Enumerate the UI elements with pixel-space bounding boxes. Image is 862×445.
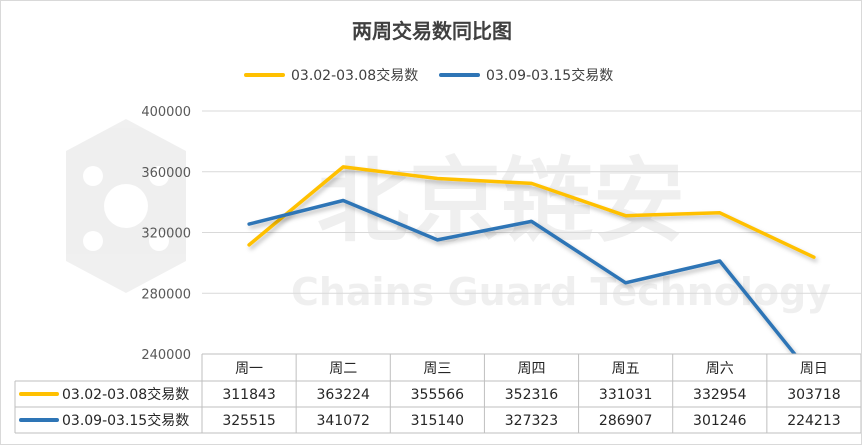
legend-label-series-1: 03.02-03.08交易数 <box>291 67 418 84</box>
category-label: 周六 <box>706 361 734 377</box>
legend: 03.02-03.08交易数 03.09-03.15交易数 <box>244 67 613 84</box>
table-cell-value: 301246 <box>693 413 747 429</box>
table-series-name-1: 03.02-03.08交易数 <box>62 386 189 403</box>
y-tick-label: 320000 <box>141 227 191 242</box>
table-series-name-2: 03.09-03.15交易数 <box>62 412 189 429</box>
y-tick-label: 400000 <box>141 105 191 120</box>
series-line-2 <box>247 198 797 354</box>
category-label: 周日 <box>800 361 828 377</box>
watermark-logo: 北京链安 Chains Guard Technology <box>66 119 831 314</box>
table-cell-value: 352316 <box>505 387 559 403</box>
series-line-1 <box>247 165 816 259</box>
category-label: 周四 <box>518 361 546 377</box>
category-label: 周五 <box>612 361 640 377</box>
watermark-subtext: Chains Guard Technology <box>291 270 831 314</box>
y-tick-label: 240000 <box>141 348 191 363</box>
legend-label-series-2: 03.09-03.15交易数 <box>486 67 613 84</box>
chart-title: 两周交易数同比图 <box>352 19 512 43</box>
table-cell-value: 311843 <box>222 387 275 403</box>
table-cell-value: 363224 <box>316 387 370 403</box>
gridlines <box>202 110 861 294</box>
category-label: 周二 <box>329 361 357 377</box>
y-axis-ticks: 400000 360000 320000 280000 240000 <box>141 105 191 363</box>
table-cell-value: 341072 <box>316 413 369 429</box>
category-label: 周一 <box>235 361 263 377</box>
y-tick-label: 360000 <box>141 166 191 181</box>
category-label: 周三 <box>423 361 451 377</box>
data-table: 周一 周二 周三 周四 周五 周六 周日 03.02-03.08交易数 311843 363224… <box>14 353 861 434</box>
y-tick-label: 280000 <box>141 287 191 302</box>
watermark-text: 北京链安 <box>317 148 685 255</box>
table-cell-value: 315140 <box>411 413 464 429</box>
table-cell-value: 327323 <box>505 413 558 429</box>
series-lines <box>247 165 816 354</box>
table-cell-value: 224213 <box>787 413 840 429</box>
table-cell-value: 331031 <box>599 387 652 403</box>
table-cell-value: 355566 <box>411 387 465 403</box>
table-cell-value: 303718 <box>787 387 840 403</box>
table-cell-value: 325515 <box>222 413 275 429</box>
table-cell-value: 332954 <box>693 387 747 403</box>
table-cell-value: 286907 <box>599 413 652 429</box>
